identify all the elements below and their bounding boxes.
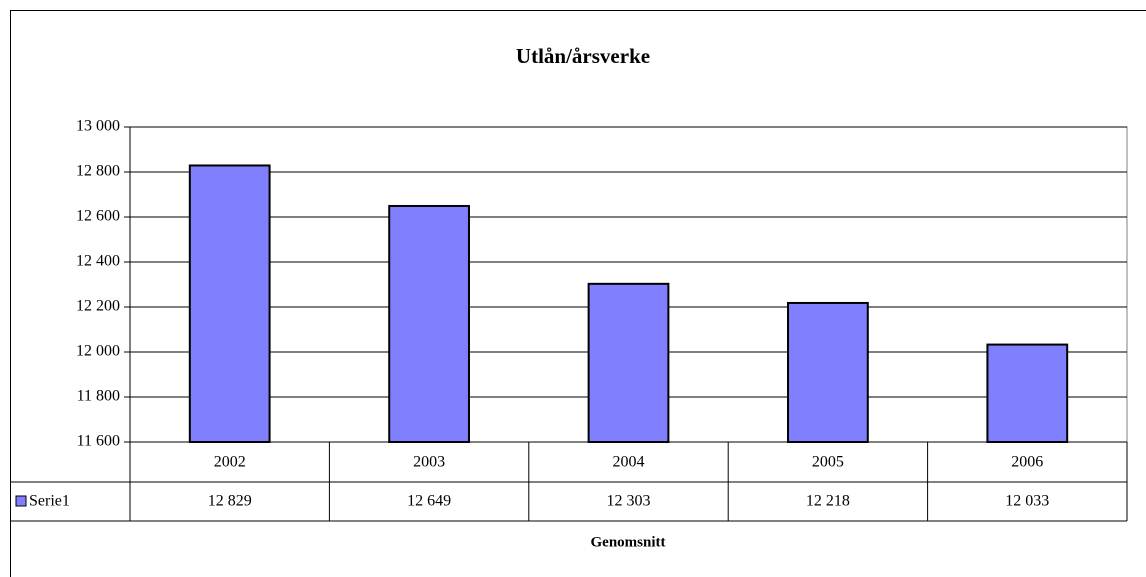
y-tick-label: 11 800	[77, 388, 120, 405]
chart-title: Utlån/årsverke	[516, 44, 650, 68]
x-tick-label: 2005	[812, 454, 844, 471]
bar	[986, 343, 1069, 444]
y-tick-label: 11 600	[77, 433, 120, 450]
data-label: 12 303	[607, 493, 651, 510]
bar	[188, 164, 271, 443]
x-tick-label: 2002	[214, 454, 246, 471]
x-axis-title: Genomsnitt	[591, 534, 666, 550]
y-tick-label: 13 000	[76, 118, 120, 135]
x-tick-label: 2003	[413, 454, 445, 471]
bar	[388, 204, 470, 443]
y-tick-label: 12 200	[76, 298, 120, 315]
y-tick-label: 12 600	[76, 208, 120, 225]
bar	[787, 301, 869, 444]
x-tick-label: 2006	[1011, 454, 1043, 471]
bar	[587, 282, 670, 444]
data-label: 12 829	[208, 493, 252, 510]
legend-label: Serie1	[29, 493, 70, 510]
legend-marker	[15, 495, 27, 507]
data-label: 12 218	[806, 493, 850, 510]
y-tick-label: 12 800	[76, 163, 120, 180]
y-tick-label: 12 000	[76, 343, 120, 360]
data-label: 12 033	[1005, 493, 1049, 510]
data-label: 12 649	[407, 493, 451, 510]
y-tick-label: 12 400	[76, 253, 120, 270]
x-tick-label: 2004	[613, 454, 645, 471]
